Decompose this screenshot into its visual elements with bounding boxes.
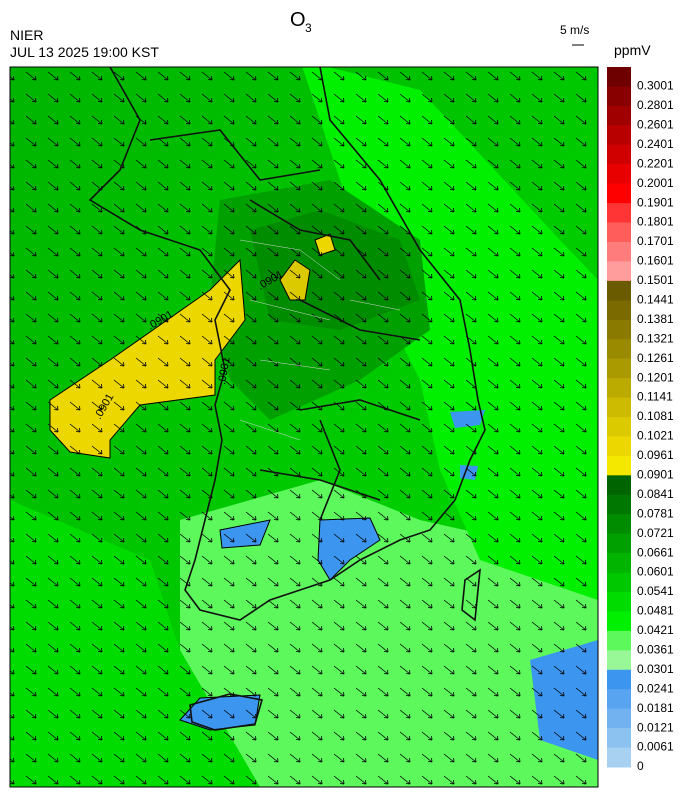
colorbar-box [607,222,631,243]
colorbar-label: 0.0361 [637,643,674,657]
colorbar-label: 0.0121 [637,720,674,734]
coastline [88,67,486,621]
colorbar-box [607,494,631,515]
title-subscript: 3 [305,21,312,35]
colorbar-label: 0 [637,759,644,773]
colorbar-box [607,475,631,496]
colorbar-label: 0.0421 [637,623,674,637]
colorbar-label: 0.0961 [637,448,674,462]
colorbar-box [607,689,631,710]
colorbar-label: 0.2401 [637,137,674,151]
wind-scale: 5 m/s [560,23,589,37]
colorbar-box [607,261,631,282]
colorbar-box [607,611,631,632]
colorbar-label: 0.1141 [637,390,673,404]
island [461,568,481,622]
colorbar-label: 0.2601 [637,118,674,132]
colorbar-box [607,358,631,379]
colorbar-box [607,203,631,224]
contour-label: .0901 [216,356,233,385]
map: .0901 .0901 .0901 .0901 [10,67,598,787]
colorbar-box [607,242,631,262]
colorbar-label: 0.0721 [637,526,674,540]
colorbar-label: 0.0301 [637,662,674,676]
colorbar-label: 0.0241 [637,681,674,695]
datetime: JUL 13 2025 19:00 KST [10,44,159,60]
colorbar-label: 0.0781 [637,506,674,520]
colorbar-box [607,378,631,399]
colorbar-box [607,650,631,671]
colorbar-box [607,572,631,593]
colorbar-box [607,67,631,87]
colorbar-box [607,86,631,107]
colorbar-label: 0.1081 [637,409,674,423]
colorbar-box [607,105,631,126]
wind-arrows [10,67,598,787]
colorbar-label: 0.1801 [637,215,674,229]
colorbar-box [607,669,631,690]
colorbar-box [607,747,631,768]
colorbar-label: 0.1441 [637,293,674,307]
colorbar-label: 0.1261 [637,351,674,365]
colorbar-box [607,533,631,554]
unit: ppmV [614,42,651,58]
colorbar-box [607,397,631,418]
colorbar-box [607,125,631,146]
colorbar-box [607,630,631,651]
agency: NIER [10,27,43,43]
colorbar-label: 0.1381 [637,312,674,326]
colorbar-box [607,592,631,612]
province-border [149,129,421,521]
colorbar-label: 0.1321 [637,331,674,345]
colorbar-label: 0.0841 [637,487,674,501]
colorbar-label: 0.3001 [637,79,674,93]
map-frame [9,66,599,788]
colorbar-box [607,164,631,185]
colorbar-label: 0.0901 [637,468,674,482]
colorbar-label: 0.1901 [637,195,674,209]
colorbar-box [607,708,631,729]
colorbar-box [607,300,631,321]
colorbar-label: 0.0181 [637,701,674,715]
colorbar-label: 0.1701 [637,234,674,248]
colorbar-label: 0.2001 [637,176,674,190]
colorbar-box [607,144,631,165]
colorbar-label: 0.2801 [637,98,674,112]
colorbar-box [607,339,631,360]
colorbar-label: 0.0601 [637,565,674,579]
colorbar-box [607,553,631,574]
colorbar-label: 0.0541 [637,584,674,598]
colorbar-box [607,514,631,535]
colorbar-label: 0.1201 [637,370,674,384]
colorbar-box [607,280,631,301]
colorbar-box [607,455,631,476]
colorbar-label: 0.0661 [637,545,674,559]
colorbar-label: 0.0061 [637,740,674,754]
colorbar-label: 0.1601 [637,254,674,268]
colorbar-label: 0.1021 [637,429,674,443]
colorbar-box [607,417,631,437]
colorbar-label: 0.1501 [637,273,674,287]
colorbar-box [607,728,631,749]
colorbar-box [607,183,631,204]
colorbar-box [607,319,631,340]
title: O [290,9,306,31]
colorbar: 0.3001 0.2801 0.2601 0.2401 0.2201 0.2001 0.19… [607,67,674,773]
district-border [239,239,401,441]
colorbar-label: 0.0481 [637,604,674,618]
colorbar-label: 0.2201 [637,156,674,170]
island [189,693,264,731]
colorbar-box [607,436,631,457]
